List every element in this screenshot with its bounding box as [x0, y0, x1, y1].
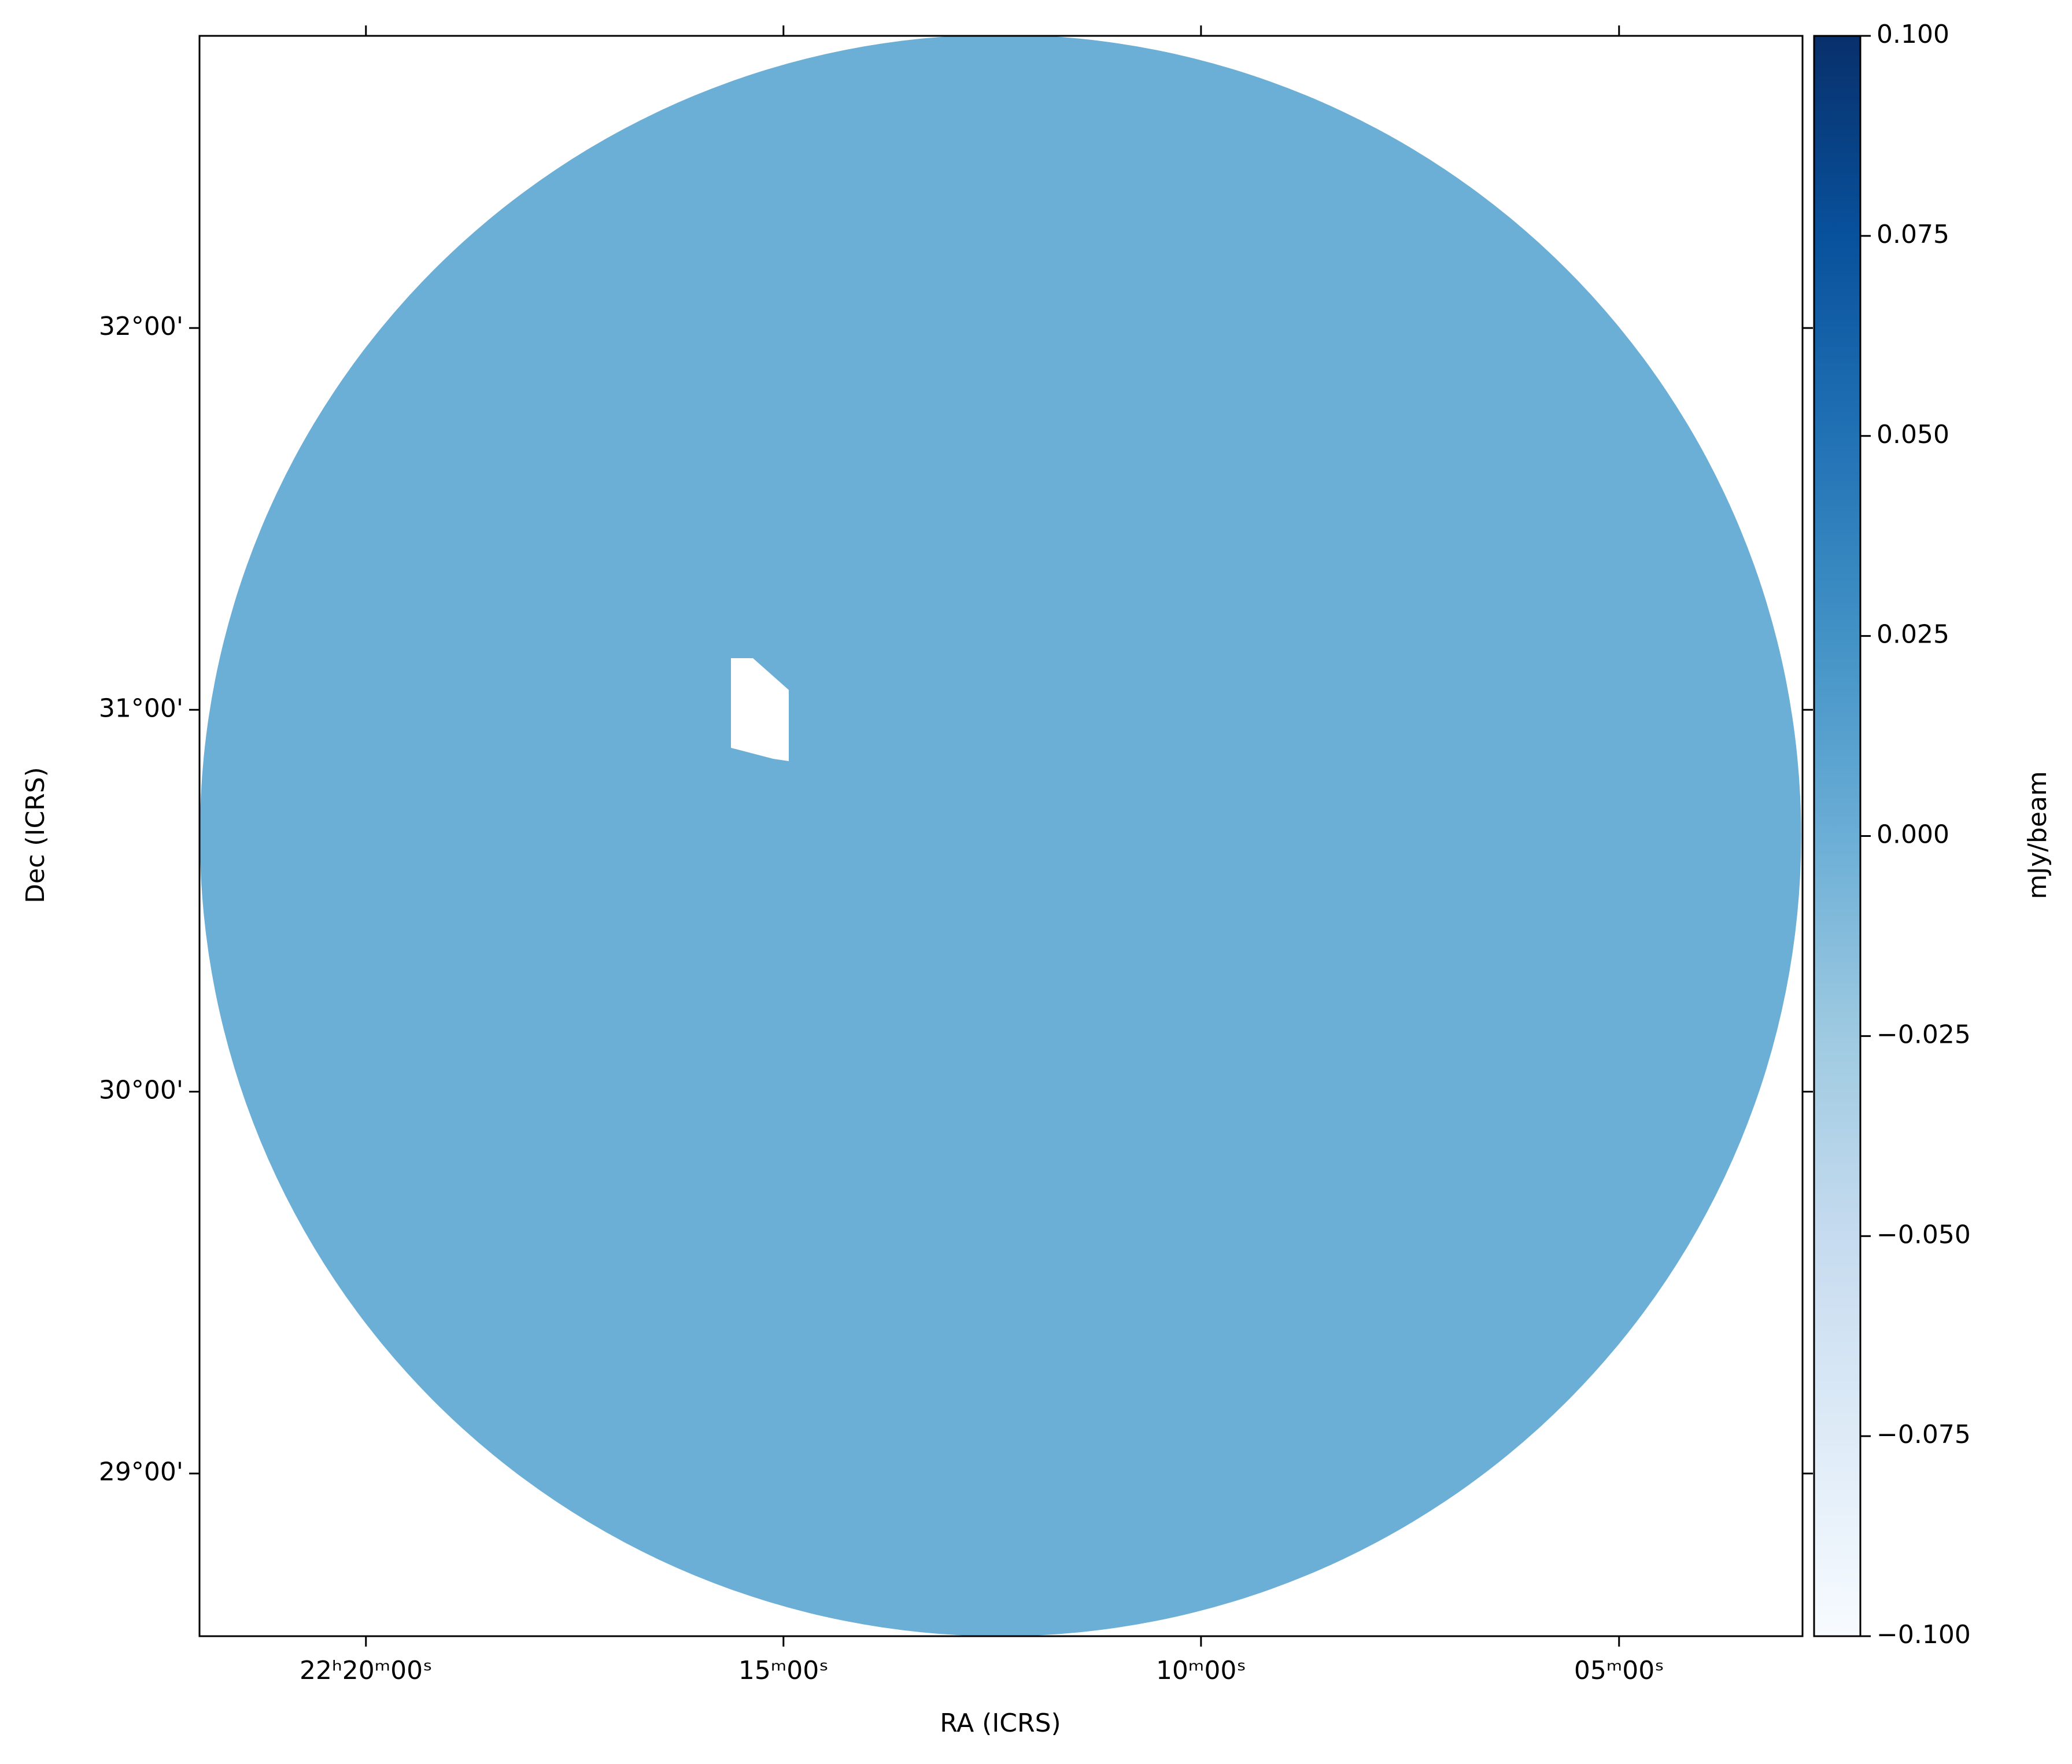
- masked-region: [731, 658, 789, 761]
- image-area: [200, 36, 1801, 1636]
- x-axis-label: RA (ICRS): [940, 1708, 1061, 1738]
- y-axis-label: Dec (ICRS): [21, 767, 50, 903]
- y-tick-label: 32°00': [99, 312, 183, 341]
- colorbar-tick-label: 0.000: [1877, 820, 1949, 850]
- axes-frame: [198, 35, 1804, 1637]
- y-tick-label: 31°00': [99, 693, 183, 723]
- y-tick-label: 30°00': [99, 1076, 183, 1105]
- colorbar-tick-label: 0.050: [1877, 420, 1949, 449]
- x-tick-label: 05ᵐ00ˢ: [1574, 1656, 1664, 1685]
- x-tick-label: 10ᵐ00ˢ: [1156, 1656, 1246, 1685]
- colorbar-tick-label: −0.075: [1877, 1420, 1971, 1449]
- x-tick-label: 15ᵐ00ˢ: [738, 1656, 829, 1685]
- colorbar-tick-label: 0.025: [1877, 620, 1949, 649]
- colorbar-tick-label: −0.025: [1877, 1020, 1971, 1049]
- colorbar-tick-label: −0.050: [1877, 1220, 1971, 1249]
- y-tick-label: 29°00': [99, 1457, 183, 1487]
- colorbar-tick-label: −0.100: [1877, 1620, 1971, 1649]
- colorbar-label: mJy/beam: [2023, 771, 2052, 899]
- colorbar-tick-label: 0.075: [1877, 220, 1949, 249]
- colorbar-tick-label: 0.100: [1877, 20, 1949, 49]
- x-tick-label: 22ʰ20ᵐ00ˢ: [300, 1656, 433, 1685]
- colorbar: [1813, 35, 1862, 1637]
- field-image: [200, 36, 1801, 1636]
